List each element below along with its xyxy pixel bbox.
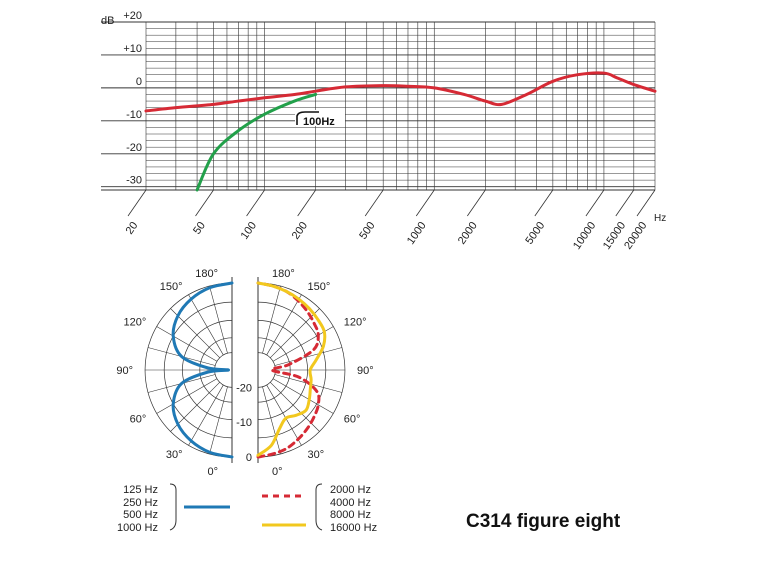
polar-spoke (209, 285, 228, 354)
polar-series-right (256, 281, 327, 457)
x-axis-label: Hz (654, 213, 666, 224)
x-tick-mark (636, 189, 656, 217)
x-tick-label: 50 (191, 220, 208, 237)
x-tick-mark (127, 189, 147, 217)
legend-label: 125 Hz (123, 484, 158, 496)
legend-right-labels: 2000 Hz 4000 Hz 8000 Hz 16000 Hz (330, 484, 390, 534)
polar-angle-label: 150° (308, 281, 331, 293)
polar-angle-label: 60° (344, 414, 361, 426)
polar-curves (171, 281, 327, 459)
y-tick-label: -20 (126, 142, 142, 154)
y-tick-label: +20 (123, 10, 142, 22)
annotation-label: 100Hz (303, 116, 335, 128)
legend-left-labels: 125 Hz 250 Hz 500 Hz 1000 Hz (96, 484, 158, 534)
polar-angle-label: 90° (357, 365, 374, 377)
x-tick-mark (585, 189, 605, 217)
x-tick-label: 20 (124, 220, 141, 237)
series-line-highpass (195, 92, 318, 192)
polar-spoke (188, 294, 224, 356)
polar-spoke (188, 384, 224, 446)
y-tick-label: +10 (123, 43, 142, 55)
x-tick-mark (467, 189, 486, 217)
legend-bracket-right (315, 483, 323, 531)
x-tick-mark (615, 189, 635, 217)
polar-angle-label: 60° (130, 414, 147, 426)
polar-angle-label: 120° (344, 317, 367, 329)
polar-spoke (266, 384, 302, 446)
polar-spoke (209, 386, 228, 455)
x-tick-mark (534, 189, 554, 217)
polar-angle-label: 30° (308, 449, 325, 461)
polar-labels: 180° 150° 120° 90° 60° 30° 0° 180° 150° 120° 90° 60… (116, 268, 373, 478)
x-tick-mark (297, 189, 316, 217)
polar-series-left (171, 281, 234, 459)
chart-footer-title: C314 figure eight (466, 511, 621, 532)
polar-spoke (272, 378, 334, 414)
polar-radial-label: -20 (236, 382, 252, 394)
polar-angle-label: 0° (207, 466, 218, 478)
y-axis-label: dB (101, 15, 114, 27)
polar-spoke (262, 285, 281, 354)
legend-marks (169, 483, 323, 531)
y-tick-label: -30 (126, 175, 142, 187)
legend-label: 16000 Hz (330, 521, 378, 534)
polar-grid (144, 277, 346, 463)
polar-spoke (156, 326, 218, 362)
x-tick-mark (195, 189, 214, 217)
legend-label: 2000 Hz (330, 484, 371, 496)
fr-curves (144, 71, 657, 192)
y-tick-label: -10 (126, 109, 142, 121)
x-tick-mark (415, 189, 435, 217)
polar-spoke (266, 294, 302, 356)
x-tick-mark (364, 189, 384, 217)
polar-spoke (156, 378, 218, 414)
legend-label: 8000 Hz (330, 509, 371, 521)
legend-label: 500 Hz (123, 509, 158, 521)
legend-label: 4000 Hz (330, 496, 371, 509)
y-tick-label: 0 (136, 76, 142, 88)
polar-radial-label: 0 (246, 452, 252, 464)
legend-label: 250 Hz (123, 496, 158, 509)
polar-spoke (274, 347, 343, 366)
polar-angle-label: 180° (195, 268, 218, 280)
polar-angle-label: 180° (272, 268, 295, 280)
series-line-main (144, 71, 657, 113)
highpass-filter-icon (296, 111, 319, 125)
polar-angle-label: 150° (160, 281, 183, 293)
polar-spoke (270, 308, 320, 358)
polar-angle-label: 0° (272, 466, 283, 478)
legend-bracket-left (169, 483, 177, 531)
polar-radial-label: -10 (236, 417, 252, 429)
polar-angle-label: 90° (116, 365, 133, 377)
polar-angle-label: 120° (123, 317, 146, 329)
polar-angle-label: 30° (166, 449, 183, 461)
annotation-background (295, 110, 345, 126)
polar-spoke (270, 382, 320, 432)
legend-label: 1000 Hz (117, 521, 158, 534)
polar-spoke (262, 386, 281, 455)
x-tick-mark (246, 189, 265, 217)
polar-series-right (256, 281, 321, 459)
